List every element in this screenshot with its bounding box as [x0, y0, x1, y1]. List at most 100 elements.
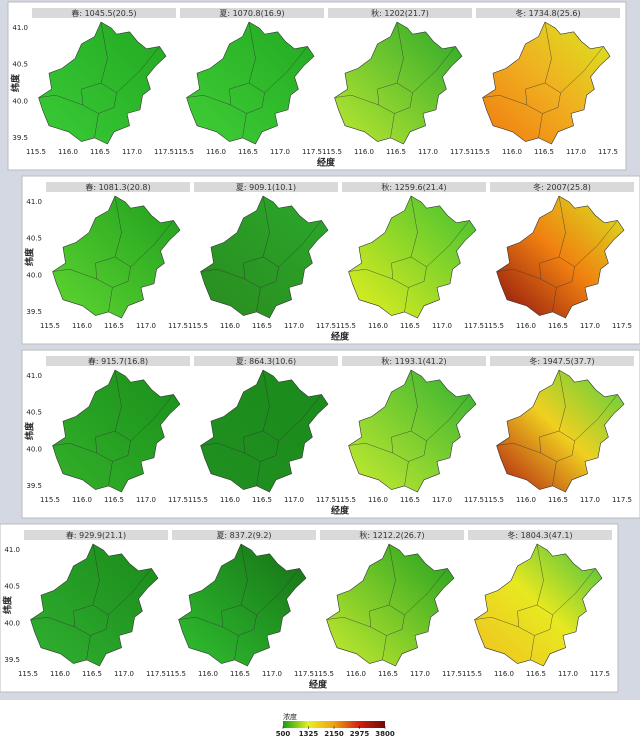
x-tick-label: 117.5 [464, 322, 484, 330]
district-border [278, 220, 322, 267]
x-tick-label: 116.0 [220, 322, 240, 330]
x-tick-label: 116.0 [198, 670, 218, 678]
district-border [200, 268, 245, 280]
x-tick-label: 116.5 [548, 496, 568, 504]
x-tick-label: 117.5 [442, 670, 462, 678]
colorbar-tick-label: 3800 [375, 730, 395, 738]
panel-strip [46, 356, 190, 366]
district-border [30, 616, 75, 628]
x-tick-label: 117.0 [136, 496, 156, 504]
x-tick-label: 116.5 [400, 322, 420, 330]
region-map [334, 21, 463, 145]
x-tick-label: 116.0 [206, 148, 226, 156]
district-border [348, 268, 393, 280]
y-tick-label: 41.0 [12, 24, 28, 32]
x-tick-label: 117.0 [270, 148, 290, 156]
y-tick-label: 39.5 [12, 134, 28, 142]
x-tick-label: 117.0 [580, 322, 600, 330]
district-border [574, 220, 618, 267]
district-border [86, 635, 91, 660]
panel-title: 春: 929.9(21.1) [66, 530, 126, 540]
region-map [38, 21, 167, 145]
x-tick-label: 115.5 [18, 670, 38, 678]
x-tick-label: 117.0 [410, 670, 430, 678]
x-tick-label: 116.5 [378, 670, 398, 678]
x-tick-label: 116.5 [104, 496, 124, 504]
y-tick-label: 41.0 [26, 372, 42, 380]
panel-title: 冬: 1804.3(47.1) [507, 530, 572, 540]
x-tick-label: 115.5 [174, 148, 194, 156]
y-tick-label: 40.0 [26, 445, 42, 453]
x-tick-label: 115.5 [462, 670, 482, 678]
district-border [334, 94, 379, 106]
panel-title: 夏: 1070.8(16.9) [219, 9, 284, 18]
x-tick-label: 116.0 [516, 322, 536, 330]
region-map [482, 21, 611, 145]
x-tick-label: 117.5 [168, 496, 188, 504]
district-border [348, 442, 393, 454]
y-tick-label: 40.0 [26, 271, 42, 279]
x-tick-label: 116.5 [534, 148, 554, 156]
panel-strip [46, 182, 190, 192]
x-tick-label: 116.0 [50, 670, 70, 678]
panel-title: 夏: 864.3(10.6) [236, 357, 296, 366]
y-tick-label: 40.5 [26, 235, 42, 243]
panel-strip [476, 8, 620, 18]
panel-title: 秋: 1259.6(21.4) [381, 182, 446, 192]
y-tick-label: 40.0 [12, 97, 28, 105]
district-border [114, 195, 122, 258]
panel-title: 冬: 2007(25.8) [533, 182, 591, 192]
x-axis-label: 经度 [331, 331, 350, 343]
district-border [388, 543, 396, 606]
district-border [558, 369, 566, 432]
district-border [200, 442, 245, 454]
panel-title: 冬: 1734.8(25.6) [515, 8, 580, 18]
region-map [496, 195, 625, 319]
panel-strip [24, 530, 168, 540]
district-border [410, 369, 418, 432]
x-tick-label: 115.5 [322, 148, 342, 156]
panel-strip [342, 356, 486, 366]
x-tick-label: 117.0 [432, 496, 452, 504]
district-border [552, 287, 557, 312]
district-border [552, 568, 596, 615]
y-axis-label: 纬度 [2, 595, 14, 614]
y-tick-label: 39.5 [26, 482, 42, 490]
district-border [108, 461, 113, 486]
y-tick-label: 41.0 [26, 198, 42, 206]
district-border [426, 394, 470, 441]
x-axis-label: 经度 [317, 157, 336, 169]
district-border [186, 94, 231, 106]
y-tick-label: 40.0 [4, 619, 20, 627]
x-tick-label: 117.5 [168, 322, 188, 330]
x-tick-label: 117.5 [302, 148, 322, 156]
x-tick-label: 117.0 [432, 322, 452, 330]
panel-strip [490, 356, 634, 366]
panel-strip [194, 356, 338, 366]
x-tick-label: 117.5 [612, 496, 632, 504]
x-tick-label: 116.0 [346, 670, 366, 678]
colorbar-tick-label: 2150 [324, 730, 344, 738]
x-tick-label: 117.5 [154, 148, 174, 156]
x-axis-label: 经度 [309, 679, 328, 691]
x-tick-label: 115.5 [484, 322, 504, 330]
y-axis-label: 纬度 [24, 247, 36, 266]
x-tick-label: 116.0 [220, 496, 240, 504]
y-tick-label: 40.5 [12, 61, 28, 69]
y-axis-label: 纬度 [10, 73, 22, 92]
x-tick-label: 115.5 [314, 670, 334, 678]
panel-strip [468, 530, 612, 540]
panel-strip [342, 182, 486, 192]
district-border [256, 461, 261, 486]
district-border [116, 46, 160, 93]
x-tick-label: 117.0 [136, 322, 156, 330]
panel-strip [328, 8, 472, 18]
panel-title: 秋: 1202(21.7) [371, 8, 429, 18]
x-tick-label: 115.5 [336, 322, 356, 330]
x-tick-label: 117.5 [450, 148, 470, 156]
colorbar-title: 浓度 [283, 712, 297, 721]
district-border [92, 543, 100, 606]
district-border [558, 195, 566, 258]
x-tick-label: 115.5 [336, 496, 356, 504]
